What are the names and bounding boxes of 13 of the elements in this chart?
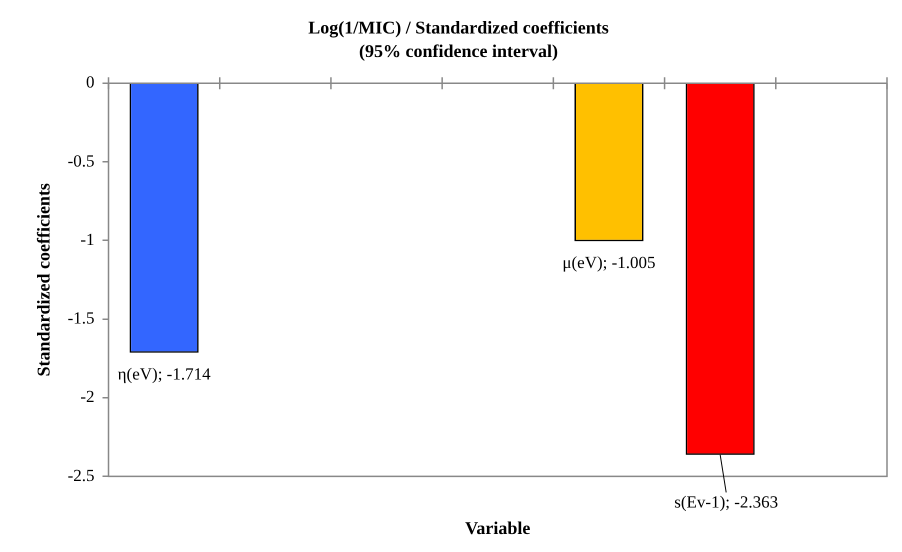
data-label: s(Ev-1); -2.363 bbox=[674, 492, 778, 512]
y-tick-label: -2 bbox=[80, 387, 95, 406]
y-tick-label: -1 bbox=[80, 230, 95, 249]
data-label: μ(eV); -1.005 bbox=[562, 253, 656, 272]
x-axis-title: Variable bbox=[465, 518, 530, 538]
y-tick-label: -2.5 bbox=[68, 466, 95, 485]
y-axis-title: Standardized coefficients bbox=[33, 183, 54, 377]
y-tick-label: -1.5 bbox=[68, 308, 95, 328]
y-tick-label: 0 bbox=[86, 72, 95, 92]
data-label: η(eV); -1.714 bbox=[118, 364, 212, 384]
chart-title: Log(1/MIC) / Standardized coefficients bbox=[308, 17, 609, 38]
chart-subtitle: (95% confidence interval) bbox=[359, 41, 558, 62]
y-tick-label: -0.5 bbox=[68, 151, 95, 170]
